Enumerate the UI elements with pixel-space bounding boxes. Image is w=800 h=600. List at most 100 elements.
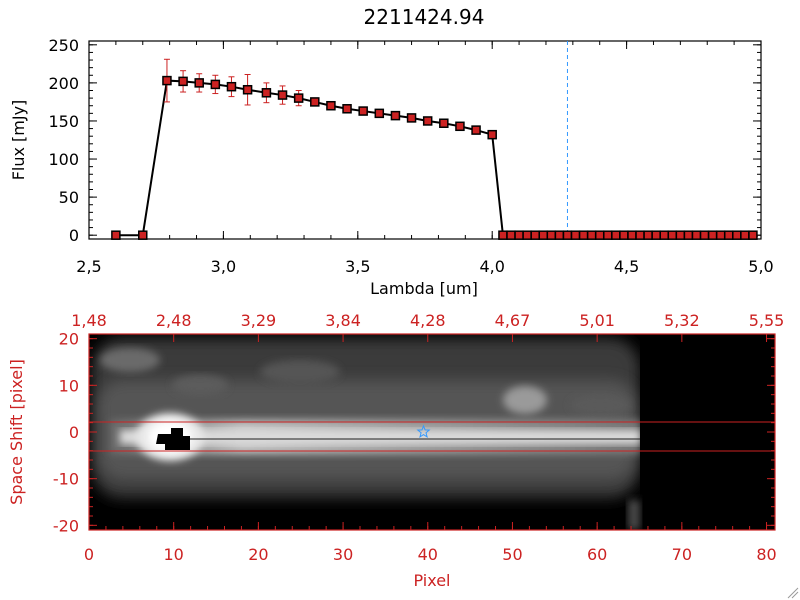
y-tick-label: 200 — [48, 74, 79, 93]
flux-series — [111, 58, 761, 240]
data-point — [723, 230, 734, 240]
wavelength-tick-label: 5,55 — [749, 311, 785, 330]
data-point — [111, 230, 121, 240]
data-point — [699, 230, 710, 240]
star-icon — [416, 424, 431, 439]
x-tick-label: 2,5 — [76, 257, 101, 276]
space-shift-axis-ticks: -20 -10 0 10 20 — [53, 330, 775, 535]
data-point — [422, 116, 433, 126]
space-shift-tick-label: 0 — [69, 423, 79, 442]
data-point — [667, 230, 678, 240]
spectrogram-panel: 0 10 20 30 40 50 60 70 80 1,48 2,48 3,29 3,84 4,28 4,… — [7, 311, 784, 590]
spectrum-plot-frame — [88, 40, 762, 240]
wavelength-tick-label: 1,48 — [71, 311, 107, 330]
data-point — [538, 230, 549, 240]
pixel-tick-label: 50 — [502, 545, 522, 564]
pixel-tick-label: 70 — [672, 545, 692, 564]
data-point — [326, 100, 336, 111]
y-tick-label: 0 — [69, 226, 79, 245]
data-point — [578, 230, 589, 240]
data-point — [261, 88, 272, 98]
data-point — [358, 106, 368, 116]
data-point — [138, 230, 148, 240]
wavelength-tick-label: 5,32 — [664, 311, 700, 330]
x-tick-label: 4,5 — [614, 257, 639, 276]
wavelength-tick-label: 4,28 — [410, 311, 446, 330]
data-point — [675, 230, 686, 240]
space-shift-axis-label: Space Shift [pixel] — [7, 359, 26, 505]
data-point — [242, 84, 253, 95]
space-shift-tick-label: 10 — [59, 376, 79, 395]
data-point — [562, 230, 573, 240]
wavelength-tick-label: 2,48 — [156, 311, 192, 330]
data-point — [310, 97, 320, 107]
data-point — [514, 230, 524, 240]
data-point — [707, 230, 718, 240]
pixel-axis-label: Pixel — [413, 571, 450, 590]
pixel-tick-label: 60 — [587, 545, 607, 564]
data-point — [715, 230, 726, 240]
x-tick-label: 5,0 — [748, 257, 773, 276]
data-point — [619, 230, 629, 240]
data-point — [586, 230, 597, 240]
data-point — [740, 230, 750, 240]
wavelength-tick-label: 4,67 — [495, 311, 531, 330]
wavelength-tick-label: 5,01 — [579, 311, 615, 330]
pixel-tick-label: 40 — [418, 545, 438, 564]
y-tick-label: 50 — [59, 188, 79, 207]
pixel-tick-label: 0 — [84, 545, 94, 564]
x-tick-label: 4,0 — [479, 257, 504, 276]
y-tick-label: 100 — [48, 150, 79, 169]
data-point — [506, 230, 516, 240]
data-point — [522, 230, 532, 240]
data-point — [748, 230, 758, 240]
pixel-tick-label: 10 — [164, 545, 184, 564]
spectrogram-image — [89, 334, 775, 530]
data-point — [643, 230, 653, 240]
space-shift-tick-label: -20 — [53, 516, 79, 535]
data-point — [439, 118, 449, 128]
data-point — [651, 230, 661, 240]
x-axis-label: Lambda [um] — [370, 279, 478, 298]
wavelength-tick-label: 3,29 — [241, 311, 277, 330]
chart-title: 2211424.94 — [364, 5, 485, 29]
data-point — [611, 230, 621, 240]
data-point — [455, 121, 465, 132]
data-point — [390, 110, 401, 121]
pixel-axis-ticks: 0 10 20 30 40 50 60 70 80 — [84, 522, 777, 564]
data-point — [732, 230, 742, 240]
data-point — [594, 230, 605, 240]
data-point — [162, 75, 172, 86]
data-point — [277, 90, 288, 100]
data-point — [210, 79, 221, 90]
y-tick-label: 150 — [48, 112, 79, 131]
data-point — [603, 230, 613, 240]
pixel-tick-label: 80 — [756, 545, 776, 564]
data-point — [635, 230, 645, 240]
y-axis-ticks: 0 50 100 150 200 250 — [48, 36, 761, 245]
data-point — [226, 81, 237, 92]
data-point — [570, 230, 581, 240]
data-point — [659, 230, 669, 240]
data-point — [627, 230, 637, 240]
wavelength-top-axis-ticks: 1,48 2,48 3,29 3,84 4,28 4,67 5,01 5,32 5,55 — [71, 311, 784, 342]
data-point — [683, 230, 694, 240]
data-point — [498, 230, 508, 240]
data-point — [374, 108, 385, 119]
resize-grip-icon[interactable] — [787, 587, 799, 599]
wavelength-tick-label: 3,84 — [325, 311, 361, 330]
data-point — [554, 230, 565, 240]
data-point — [530, 230, 540, 240]
data-point — [178, 76, 188, 87]
pixel-tick-label: 30 — [333, 545, 353, 564]
data-point — [546, 230, 557, 240]
flux-line — [115, 79, 753, 237]
pixel-tick-label: 20 — [248, 545, 268, 564]
x-axis-ticks: 2,5 3,0 3,5 4,0 4,5 5,0 — [76, 41, 774, 276]
y-axis-label: Flux [mJy] — [9, 100, 28, 181]
data-point — [471, 125, 481, 135]
x-tick-label: 3,0 — [211, 257, 236, 276]
data-point — [487, 129, 497, 140]
space-shift-tick-label: 20 — [59, 330, 79, 349]
